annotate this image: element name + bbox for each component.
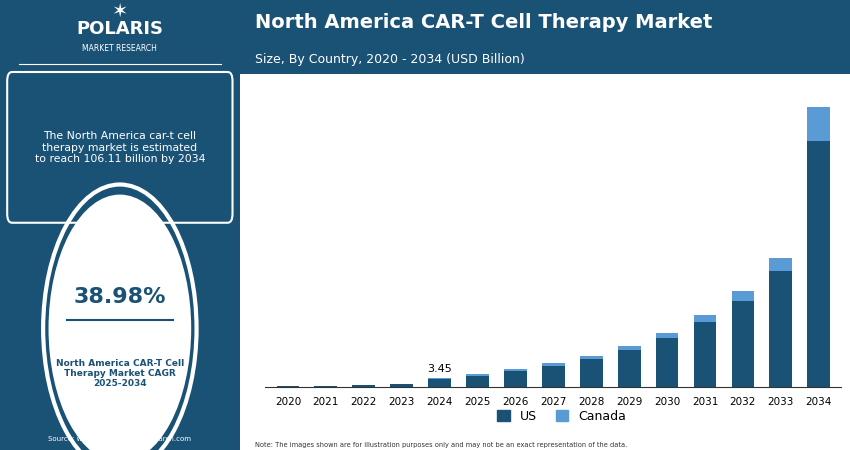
Bar [769, 257, 792, 271]
Text: North America CAR-T Cell Therapy Market: North America CAR-T Cell Therapy Market [255, 13, 712, 32]
Legend: US, Canada: US, Canada [492, 405, 632, 428]
Bar [732, 301, 754, 387]
Text: POLARIS: POLARIS [76, 20, 163, 38]
Text: 38.98%: 38.98% [74, 287, 166, 307]
Text: Source: www.polarismarketresearch.com: Source: www.polarismarketresearch.com [48, 436, 191, 442]
Bar [580, 359, 603, 387]
Bar [390, 384, 413, 387]
Text: Note: The images shown are for illustration purposes only and may not be an exac: Note: The images shown are for illustrat… [255, 442, 627, 448]
Bar [504, 369, 527, 371]
Bar [618, 350, 641, 387]
Circle shape [48, 194, 191, 450]
Bar [466, 376, 489, 387]
Text: Size, By Country, 2020 - 2034 (USD Billion): Size, By Country, 2020 - 2034 (USD Billi… [255, 53, 524, 66]
FancyBboxPatch shape [7, 72, 233, 223]
Text: The North America car-t cell
therapy market is estimated
to reach 106.11 billion: The North America car-t cell therapy mar… [35, 131, 205, 164]
Bar [542, 366, 564, 387]
Bar [542, 364, 564, 366]
Bar [732, 292, 754, 301]
Bar [655, 333, 678, 338]
Bar [618, 346, 641, 350]
Bar [580, 356, 603, 359]
Bar [694, 322, 717, 387]
Bar [314, 386, 337, 387]
Bar [353, 385, 375, 387]
Bar [428, 379, 451, 387]
Bar [504, 371, 527, 387]
Bar [694, 315, 717, 322]
Bar [808, 141, 830, 387]
Text: ✶: ✶ [111, 2, 128, 21]
Bar [466, 374, 489, 376]
Text: MARKET RESEARCH: MARKET RESEARCH [82, 44, 157, 53]
Text: North America CAR-T Cell
Therapy Market CAGR
2025-2034: North America CAR-T Cell Therapy Market … [56, 359, 184, 388]
Bar [808, 107, 830, 141]
Text: 3.45: 3.45 [428, 364, 452, 374]
Bar [655, 338, 678, 387]
Bar [428, 378, 451, 379]
Bar [769, 271, 792, 387]
